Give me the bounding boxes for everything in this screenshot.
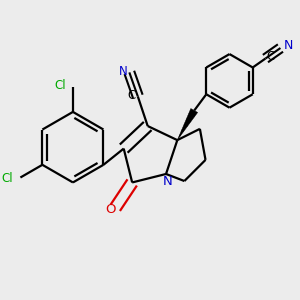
Text: N: N	[284, 39, 293, 52]
Text: N: N	[119, 64, 128, 77]
Text: Cl: Cl	[2, 172, 13, 185]
Text: N: N	[163, 175, 172, 188]
Text: C: C	[267, 50, 275, 63]
Text: C: C	[128, 89, 136, 102]
Polygon shape	[177, 109, 198, 140]
Text: Cl: Cl	[54, 79, 66, 92]
Text: O: O	[105, 203, 116, 216]
